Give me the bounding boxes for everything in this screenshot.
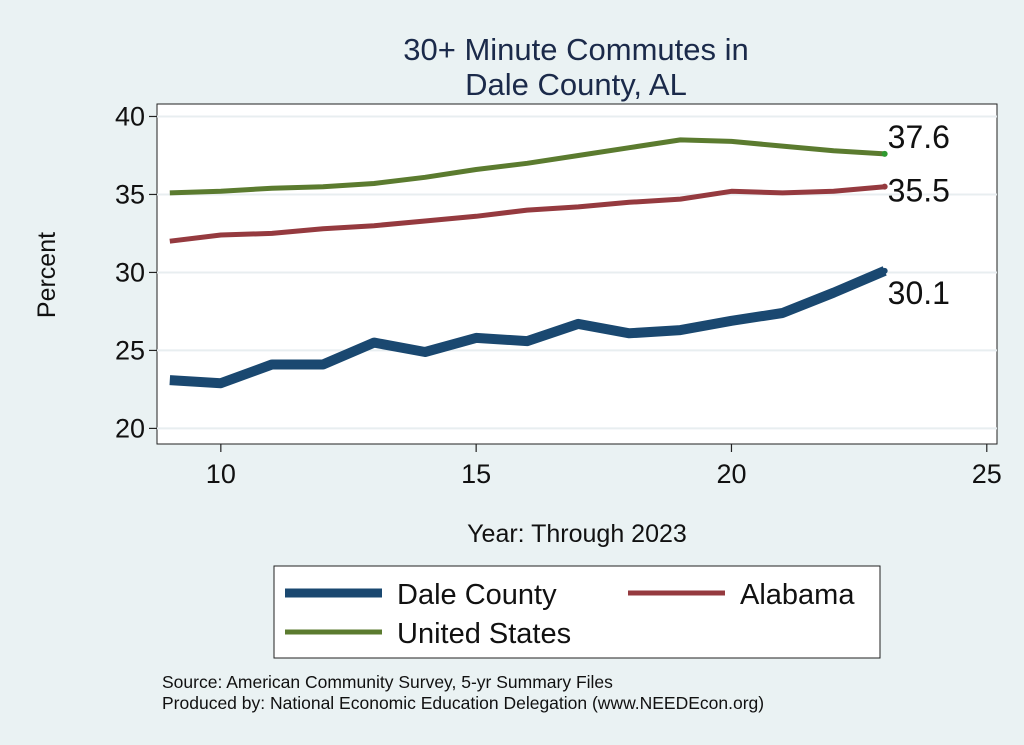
x-tick-label: 15 (461, 459, 491, 489)
end-label-united-states: 37.6 (888, 119, 950, 155)
series-lines (169, 137, 888, 389)
series-line-united-states (169, 137, 885, 196)
end-label-dale-county: 30.1 (888, 275, 950, 311)
end-point-alabama (881, 183, 888, 190)
y-axis-label: Percent (33, 232, 61, 318)
gridlines (157, 115, 997, 430)
y-tick-label: 20 (115, 413, 145, 443)
x-tick-label: 10 (206, 459, 236, 489)
x-tick-label: 25 (972, 459, 1002, 489)
end-point-united-states (881, 150, 888, 157)
producer-note: Produced by: National Economic Education… (162, 693, 764, 713)
y-tick-label: 35 (115, 179, 145, 209)
chart-title-line-1: 30+ Minute Commutes in (403, 32, 748, 67)
x-axis-label: Year: Through 2023 (467, 520, 687, 548)
axes: 20 25 30 35 40 10 15 20 25 (115, 101, 1002, 489)
series-line-dale-county (169, 266, 887, 389)
plot-area (156, 103, 998, 445)
legend-label-alabama: Alabama (740, 579, 855, 611)
chart-title-line-2: Dale County, AL (465, 67, 687, 102)
y-tick-label: 30 (115, 257, 145, 287)
source-note: Source: American Community Survey, 5-yr … (162, 672, 613, 692)
legend-label-united-states: United States (397, 618, 571, 650)
legend-box (273, 565, 881, 659)
y-tick-label: 25 (115, 335, 145, 365)
legend-label-dale-county: Dale County (397, 579, 557, 611)
x-tick-label: 20 (716, 459, 746, 489)
end-point-dale-county (881, 267, 888, 274)
end-label-alabama: 35.5 (888, 173, 950, 209)
end-labels: 37.6 35.5 30.1 (888, 119, 950, 311)
series-line-alabama (169, 184, 885, 244)
y-tick-label: 40 (115, 101, 145, 131)
